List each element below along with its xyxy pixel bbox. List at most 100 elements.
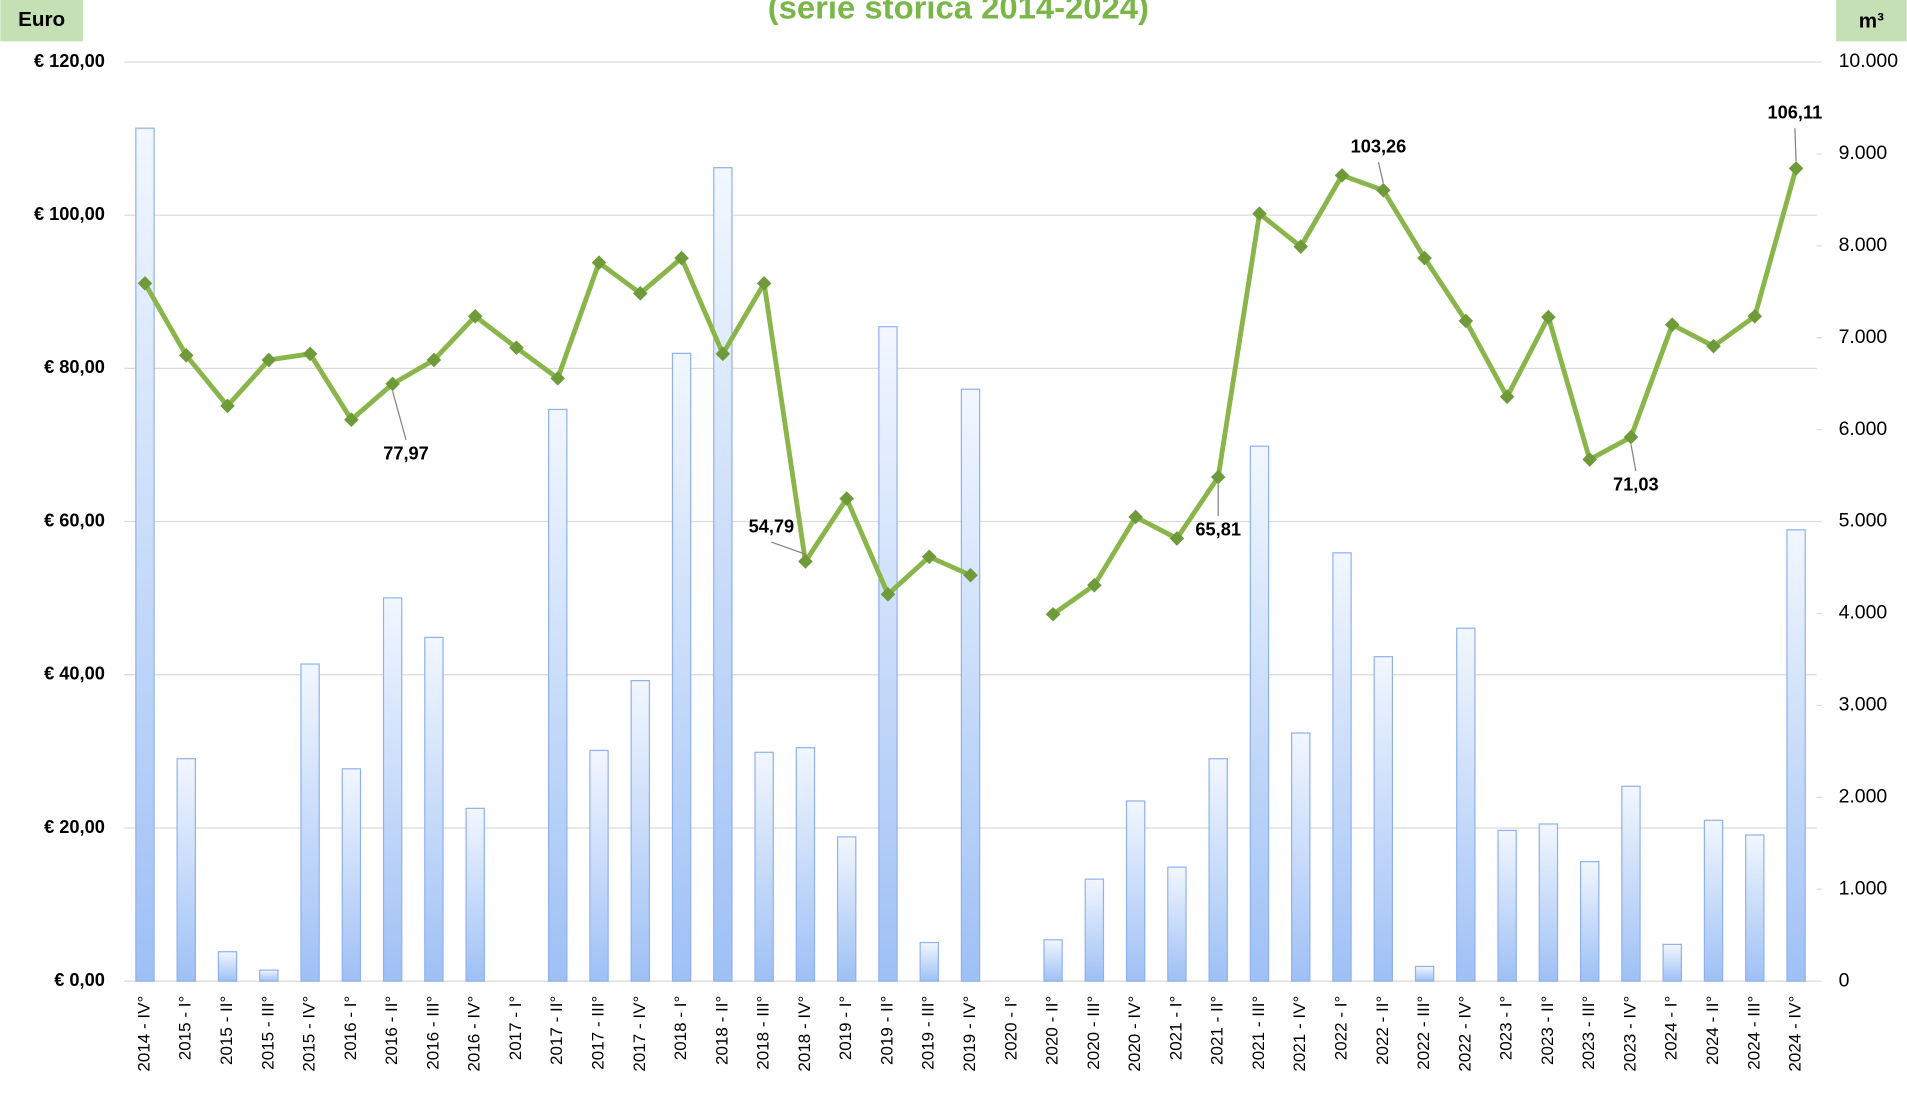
leader-line bbox=[1630, 444, 1637, 472]
marker bbox=[674, 250, 689, 266]
bar bbox=[548, 408, 568, 982]
x-tick-label: 2015 - IV° bbox=[300, 996, 319, 1072]
bar bbox=[341, 768, 362, 982]
x-tick-label: 2021 - III° bbox=[1249, 996, 1268, 1070]
y-label-box bbox=[0, 0, 83, 42]
bar bbox=[382, 597, 403, 982]
bar bbox=[424, 636, 444, 982]
x-tick-label: 2017 - III° bbox=[589, 996, 608, 1070]
x-tick-label: 2022 - III° bbox=[1414, 996, 1433, 1070]
bar bbox=[176, 758, 196, 982]
marker bbox=[385, 376, 400, 392]
x-tick-label: 2017 - II° bbox=[547, 996, 566, 1065]
x-tick-label: 2024 - I° bbox=[1662, 996, 1681, 1061]
bar bbox=[1579, 861, 1600, 982]
bar bbox=[465, 807, 485, 982]
bar bbox=[1249, 445, 1270, 982]
y2-tick-label: 6.000 bbox=[1839, 418, 1888, 440]
x-tick-label: 2018 - II° bbox=[712, 996, 731, 1065]
x-tick-label: 2019 - I° bbox=[836, 996, 855, 1061]
marker bbox=[1582, 452, 1597, 467]
data-label: 77,97 bbox=[383, 442, 429, 463]
x-tick-label: 2023 - IV° bbox=[1620, 996, 1639, 1072]
marker bbox=[839, 491, 854, 506]
marker bbox=[1210, 469, 1226, 485]
bar bbox=[300, 663, 320, 982]
bar bbox=[1662, 943, 1682, 982]
y2-axis-title: m³ bbox=[1859, 9, 1884, 32]
bar bbox=[1084, 878, 1105, 982]
leader-line bbox=[771, 541, 806, 555]
x-tick-label: 2020 - IV° bbox=[1125, 996, 1144, 1072]
y2-tick-label: 0 bbox=[1839, 969, 1850, 991]
marker bbox=[1169, 531, 1185, 546]
bar bbox=[1456, 627, 1476, 982]
bar bbox=[630, 679, 651, 982]
bar bbox=[1538, 823, 1559, 982]
y-tick-label: € 0,00 bbox=[54, 969, 105, 990]
bar bbox=[671, 352, 692, 982]
marker bbox=[1541, 309, 1556, 325]
marker bbox=[798, 554, 813, 569]
x-tick-label: 2015 - I° bbox=[176, 996, 195, 1061]
x-tick-label: 2023 - II° bbox=[1538, 996, 1557, 1065]
x-tick-label: 2018 - III° bbox=[754, 996, 773, 1070]
x-tick-label: 2021 - I° bbox=[1166, 996, 1185, 1061]
x-tick-label: 2016 - IV° bbox=[465, 996, 484, 1072]
bar bbox=[1167, 866, 1187, 982]
x-tick-label: 2023 - III° bbox=[1579, 996, 1598, 1070]
marker bbox=[1747, 309, 1763, 324]
bar bbox=[1497, 829, 1517, 982]
y2-tick-label: 2.000 bbox=[1839, 785, 1888, 807]
bar bbox=[1373, 656, 1394, 982]
bar bbox=[1414, 965, 1435, 982]
x-tick-label: 2019 - IV° bbox=[960, 996, 979, 1072]
x-tick-label: 2015 - II° bbox=[217, 996, 236, 1065]
x-tick-label: 2016 - I° bbox=[341, 996, 360, 1061]
bar bbox=[1621, 785, 1641, 982]
y2-tick-label: 4.000 bbox=[1839, 602, 1888, 624]
data-label: 103,26 bbox=[1351, 135, 1407, 156]
bar bbox=[795, 747, 816, 982]
bar bbox=[960, 388, 981, 982]
bar bbox=[754, 751, 774, 982]
x-tick-label: 2016 - II° bbox=[382, 996, 401, 1065]
marker bbox=[963, 567, 978, 583]
y2-tick-label: 10.000 bbox=[1839, 50, 1899, 72]
data-label: 106,11 bbox=[1768, 101, 1823, 122]
bar bbox=[878, 326, 898, 982]
bar bbox=[259, 969, 279, 982]
marker bbox=[1293, 239, 1309, 254]
marker bbox=[1376, 182, 1391, 198]
y2-tick-label: 5.000 bbox=[1839, 510, 1888, 532]
x-tick-label: 2018 - I° bbox=[671, 996, 690, 1061]
bar bbox=[217, 951, 238, 982]
bar bbox=[836, 836, 857, 982]
data-label: 65,81 bbox=[1195, 518, 1241, 539]
x-tick-label: 2024 - III° bbox=[1744, 996, 1763, 1070]
x-tick-label: 2022 - IV° bbox=[1455, 996, 1474, 1072]
bar bbox=[589, 749, 609, 982]
bar bbox=[1786, 529, 1806, 982]
marker bbox=[467, 309, 483, 324]
data-label: 54,79 bbox=[749, 515, 795, 536]
x-tick-label: 2020 - I° bbox=[1001, 996, 1020, 1061]
bar bbox=[1043, 939, 1063, 982]
marker bbox=[633, 286, 648, 301]
marker bbox=[550, 371, 566, 386]
y2-tick-label: 9.000 bbox=[1839, 142, 1888, 164]
x-tick-label: 2017 - IV° bbox=[630, 996, 649, 1072]
bar bbox=[713, 167, 733, 982]
marker bbox=[715, 346, 731, 362]
x-tick-label: 2015 - III° bbox=[258, 996, 277, 1070]
y2-tick-label: 8.000 bbox=[1839, 234, 1888, 256]
data-label: 71,03 bbox=[1613, 474, 1659, 495]
marker bbox=[509, 340, 524, 356]
y-tick-label: € 40,00 bbox=[44, 663, 105, 684]
x-tick-label: 2019 - III° bbox=[919, 996, 938, 1070]
x-tick-label: 2018 - IV° bbox=[795, 996, 814, 1072]
marker bbox=[921, 549, 937, 565]
marker bbox=[426, 352, 442, 368]
y-tick-label: € 120,00 bbox=[34, 50, 105, 71]
